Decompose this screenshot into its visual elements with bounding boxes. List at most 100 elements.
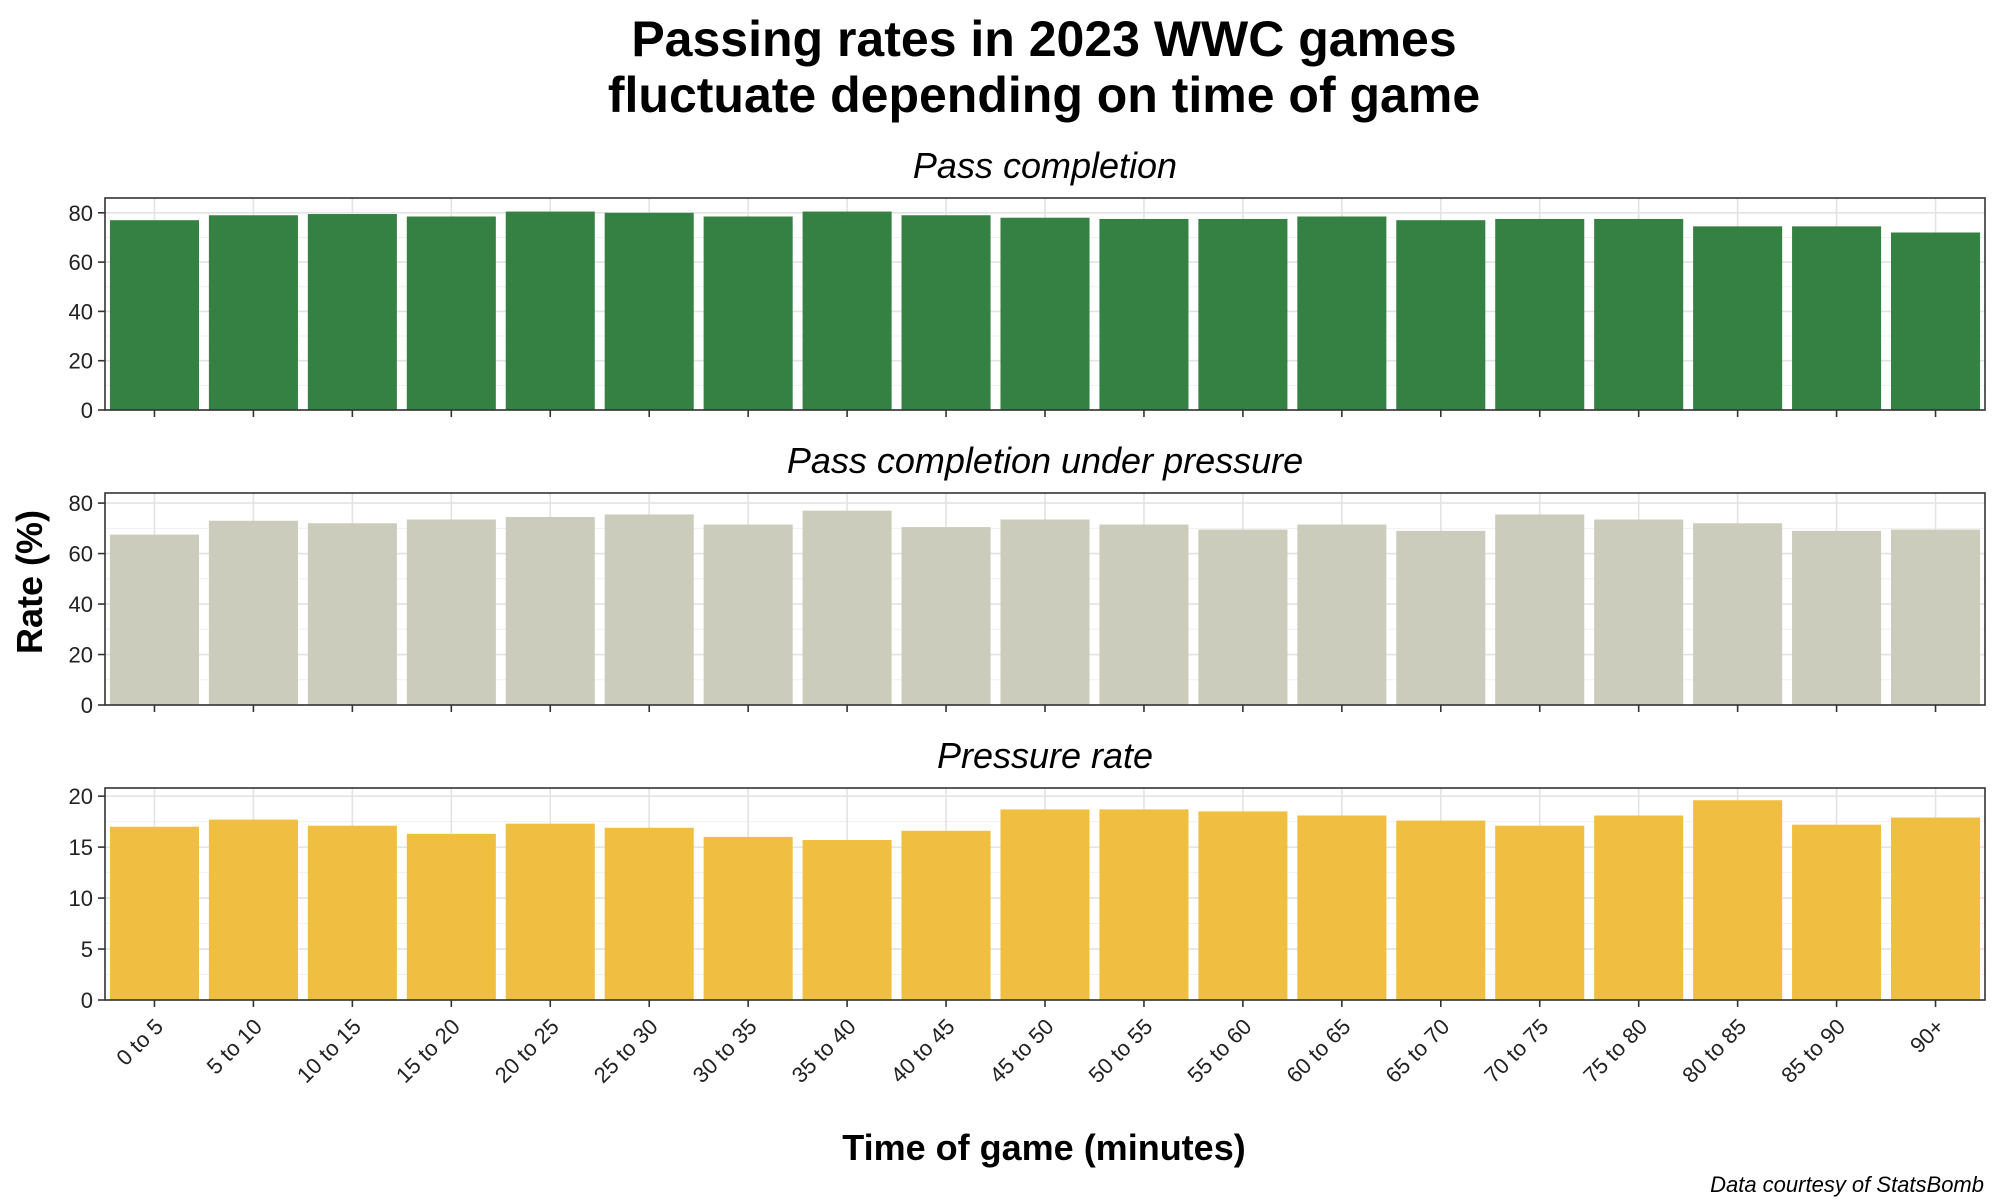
x-axis-ticks: 0 to 5 5 to 10 10 to 15 15 to 20 20 to 25 25 … [111,1014,1949,1088]
bar-40-to-45 [901,527,991,705]
bar-35-to-40 [802,839,892,1000]
x-tick-label: 90+ [1905,1014,1949,1058]
caption: Data courtesy of StatsBomb [1710,1172,1984,1197]
bar-10-to-15 [307,523,397,705]
bar-5-to-10 [208,819,298,1000]
x-tick-label: 60 to 65 [1281,1014,1355,1088]
bar-90plus [1891,529,1981,705]
y-tick-label: 60 [69,542,93,567]
bar-80-to-85 [1693,523,1783,705]
bar-90plus [1891,817,1981,1000]
bar-60-to-65 [1297,524,1387,705]
x-tick-label: 85 to 90 [1776,1014,1850,1088]
y-tick-label: 20 [69,349,93,374]
bar-60-to-65 [1297,815,1387,1000]
bar-50-to-55 [1099,218,1189,410]
bar-20-to-25 [505,516,595,705]
bar-40-to-45 [901,215,991,410]
bar-30-to-35 [703,836,793,1000]
bar-90plus [1891,232,1981,410]
bar-65-to-70 [1396,820,1486,1000]
bar-45-to-50 [1000,217,1090,410]
y-tick-label: 15 [69,835,93,860]
y-tick-label: 5 [81,937,93,962]
bar-65-to-70 [1396,220,1486,410]
x-tick-label: 35 to 40 [787,1014,861,1088]
x-tick-label: 25 to 30 [589,1014,663,1088]
bar-15-to-20 [406,216,496,410]
x-tick-label: 50 to 55 [1084,1014,1158,1088]
x-tick-label: 70 to 75 [1479,1014,1553,1088]
bar-35-to-40 [802,211,892,410]
bar-55-to-60 [1198,218,1288,410]
bar-45-to-50 [1000,809,1090,1000]
panel-title: Pressure rate [937,735,1153,776]
x-tick-label: 0 to 5 [111,1014,168,1071]
bar-75-to-80 [1594,519,1684,705]
chart-title-line2: fluctuate depending on time of game [608,67,1480,123]
bar-10-to-15 [307,214,397,410]
y-tick-label: 10 [69,886,93,911]
bar-15-to-20 [406,833,496,1000]
bar-30-to-35 [703,524,793,705]
x-tick-label: 5 to 10 [202,1014,267,1079]
bar-60-to-65 [1297,216,1387,410]
x-tick-label: 20 to 25 [490,1014,564,1088]
bar-15-to-20 [406,519,496,705]
bar-65-to-70 [1396,530,1486,705]
y-tick-label: 40 [69,299,93,324]
bar-70-to-75 [1495,825,1585,1000]
panel-title: Pass completion under pressure [787,440,1303,481]
bars [109,800,1981,1000]
y-tick-label: 20 [69,784,93,809]
bar-75-to-80 [1594,218,1684,410]
bar-25-to-30 [604,514,694,705]
panel-2: Pass completion under pressure 0 20 40 60 80 [69,440,1986,718]
bar-10-to-15 [307,825,397,1000]
bar-25-to-30 [604,827,694,1000]
bars [109,211,1981,410]
bar-50-to-55 [1099,524,1189,705]
bar-80-to-85 [1693,800,1783,1000]
x-tick-label: 30 to 35 [688,1014,762,1088]
y-tick-label: 80 [69,491,93,516]
bar-0-to-5 [109,534,199,705]
bar-30-to-35 [703,216,793,410]
bar-0-to-5 [109,220,199,410]
panel-3: Pressure rate 0 5 10 15 20 [69,735,1986,1013]
chart-title-line1: Passing rates in 2023 WWC games [631,11,1456,67]
x-tick-label: 10 to 15 [292,1014,366,1088]
bars [109,510,1981,705]
bar-50-to-55 [1099,809,1189,1000]
y-tick-label: 80 [69,201,93,226]
x-tick-label: 75 to 80 [1578,1014,1652,1088]
bar-0-to-5 [109,826,199,1000]
panel-title: Pass completion [913,145,1177,186]
bar-40-to-45 [901,830,991,1000]
bar-20-to-25 [505,823,595,1000]
y-tick-label: 40 [69,592,93,617]
bar-25-to-30 [604,212,694,410]
x-tick-label: 45 to 50 [985,1014,1059,1088]
bar-80-to-85 [1693,226,1783,410]
y-tick-label: 0 [81,988,93,1013]
x-tick-label: 80 to 85 [1677,1014,1751,1088]
bar-45-to-50 [1000,519,1090,705]
y-tick-label: 60 [69,250,93,275]
x-tick-label: 55 to 60 [1183,1014,1257,1088]
x-tick-label: 40 to 45 [886,1014,960,1088]
bar-85-to-90 [1792,530,1882,705]
bar-75-to-80 [1594,815,1684,1000]
bar-35-to-40 [802,510,892,705]
bar-85-to-90 [1792,226,1882,410]
bar-5-to-10 [208,215,298,410]
y-tick-label: 20 [69,643,93,668]
bar-20-to-25 [505,211,595,410]
y-tick-label: 0 [81,693,93,718]
x-tick-label: 65 to 70 [1380,1014,1454,1088]
bar-55-to-60 [1198,529,1288,705]
x-axis-title: Time of game (minutes) [842,1127,1245,1168]
bar-55-to-60 [1198,811,1288,1000]
